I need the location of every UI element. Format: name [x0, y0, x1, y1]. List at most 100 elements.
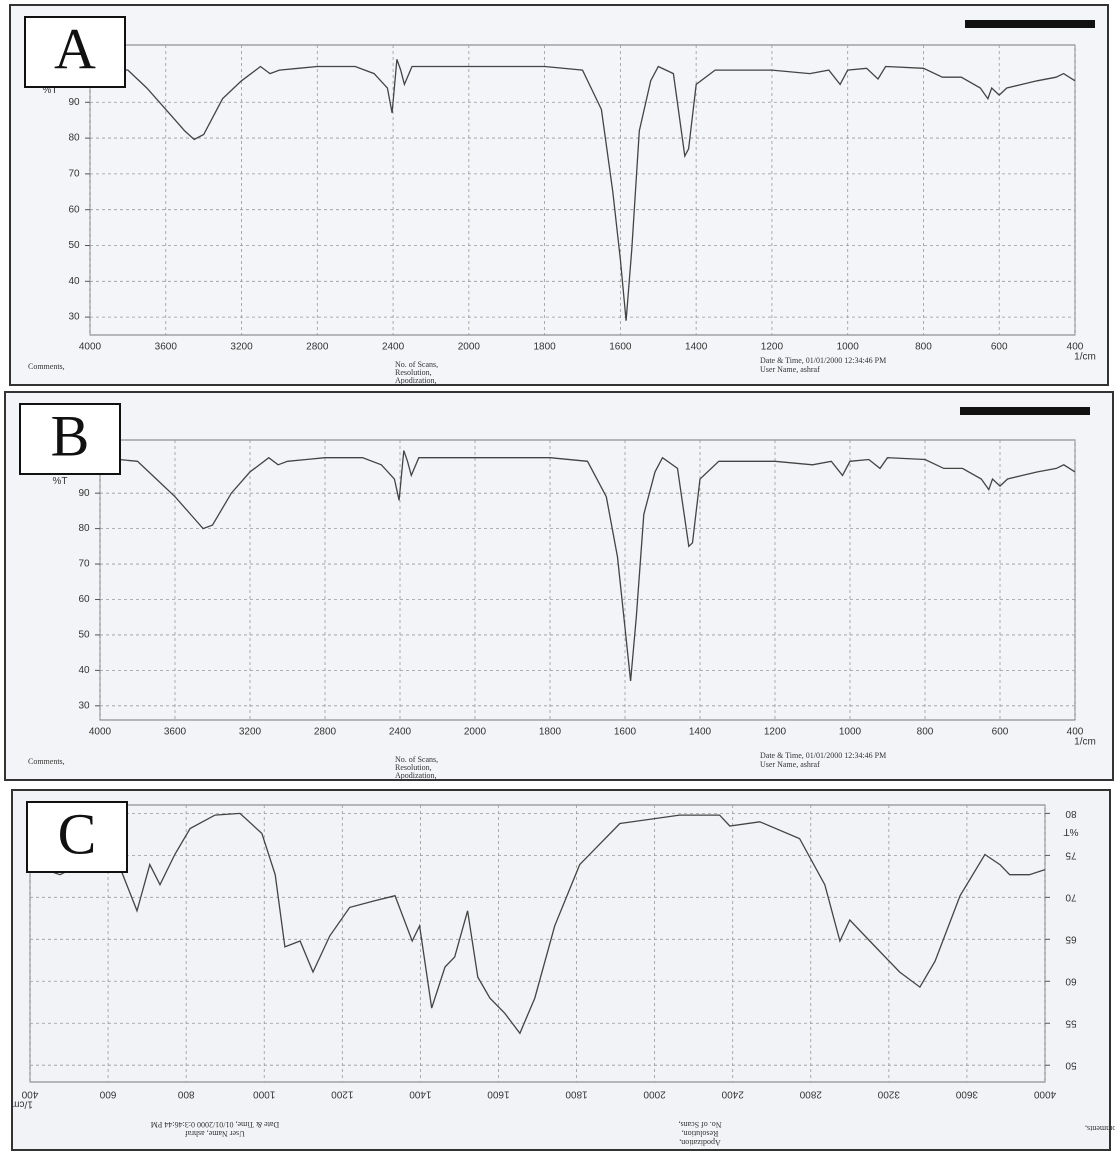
x-tick-label: 1400: [685, 342, 708, 353]
footer-note: Date & Time, 01/01/2000 0:3:46:44 PM: [151, 1120, 279, 1129]
y-tick-label: 80: [68, 133, 80, 144]
x-tick-label: 1800: [533, 342, 556, 353]
x-tick-label: 3600: [155, 342, 178, 353]
footer-note: User Name, ashraf: [760, 365, 820, 374]
footer-note: Date & Time, 01/01/2000 12:34:46 PM: [760, 356, 886, 365]
y-tick-label: 55: [1065, 1018, 1077, 1029]
x-tick-label: 800: [177, 1088, 194, 1099]
x-tick-label: 2800: [306, 342, 329, 353]
x-tick-label: 2800: [314, 727, 337, 738]
footer-note: Comments,: [28, 362, 65, 371]
y-tick-label: 80: [78, 523, 90, 534]
x-tick-label: 2400: [389, 727, 412, 738]
x-tick-label: 400: [1067, 727, 1084, 738]
x-tick-label: 4000: [1033, 1088, 1056, 1099]
footer-note: Apodization,: [395, 771, 437, 780]
x-tick-label: 600: [99, 1088, 116, 1099]
y-tick-label: 70: [68, 169, 80, 180]
x-tick-label: 1000: [837, 342, 860, 353]
x-axis-label: 1/cm: [11, 1098, 33, 1109]
y-tick-label: 90: [78, 488, 90, 499]
footer-note: Apodization,: [679, 1138, 721, 1147]
scale-bar: [965, 20, 1095, 28]
panel-label: A: [54, 16, 96, 81]
x-tick-label: 4000: [89, 727, 112, 738]
x-tick-label: 1000: [253, 1088, 276, 1099]
footer-note: No. of Scans,: [395, 755, 438, 764]
spectrum-line: [99, 450, 1076, 682]
footer-note: No. of Scans,: [395, 360, 438, 369]
x-tick-label: 2000: [464, 727, 487, 738]
x-tick-label: 600: [992, 727, 1009, 738]
x-tick-label: 1200: [761, 342, 784, 353]
panel-frame: [11, 789, 1111, 1151]
panel-label-box: [24, 16, 126, 88]
footer-note: Apodization,: [395, 376, 437, 385]
spectrum-line: [89, 59, 1076, 321]
x-tick-label: 1400: [409, 1088, 432, 1099]
footer-note: Date & Time, 01/01/2000 12:34:46 PM: [760, 751, 886, 760]
footer-note: No. of Scans,: [678, 1120, 721, 1129]
footer-note: Comments,: [1085, 1124, 1115, 1133]
panel: 400 600 800 1000 1200 1400 1600 1800 2000 2400 280…: [11, 789, 1115, 1151]
y-tick-label: 30: [78, 700, 90, 711]
y-tick-label: 50: [68, 240, 80, 251]
panel-label-box: [19, 403, 121, 475]
panel: 4000 3600 3200 2800 2400 2000 1800 1600 1400 1200…: [4, 391, 1114, 781]
x-tick-label: 1400: [689, 727, 712, 738]
x-tick-label: 800: [915, 342, 932, 353]
y-tick-label: 50: [1065, 1060, 1077, 1071]
x-tick-label: 2000: [643, 1088, 666, 1099]
y-tick-label: 40: [68, 276, 80, 287]
x-tick-label: 600: [991, 342, 1008, 353]
footer-note: User Name, ashraf: [185, 1129, 245, 1138]
y-tick-label: 70: [1065, 892, 1077, 903]
x-tick-label: 400: [21, 1088, 38, 1099]
x-tick-label: 2000: [458, 342, 481, 353]
x-tick-label: 3600: [164, 727, 187, 738]
x-tick-label: 1800: [565, 1088, 588, 1099]
y-tick-label: 75: [1065, 850, 1077, 861]
spectrum-line: [29, 812, 1046, 1035]
footer-note: User Name, ashraf: [760, 760, 820, 769]
panel: 4000 3600 3200 2800 2400 2000 1800 1600 1400 1200…: [9, 4, 1109, 386]
x-tick-label: 1000: [839, 727, 862, 738]
x-tick-label: 2800: [799, 1088, 822, 1099]
y-tick-label: 70: [78, 559, 90, 570]
x-tick-label: 3200: [230, 342, 253, 353]
y-axis-label: %T: [1064, 826, 1079, 837]
panel-frame: [9, 4, 1109, 386]
footer-note: Resolution,: [682, 1129, 719, 1138]
y-tick-label: 65: [1065, 934, 1077, 945]
y-axis-label: %T: [53, 476, 68, 487]
x-axis-label: 1/cm: [1074, 737, 1096, 748]
footer-note: Resolution,: [395, 763, 432, 772]
x-tick-label: 800: [917, 727, 934, 738]
y-tick-label: 80: [1065, 808, 1077, 819]
x-tick-label: 2400: [721, 1088, 744, 1099]
y-tick-label: 60: [78, 594, 90, 605]
x-tick-label: 3200: [239, 727, 262, 738]
y-tick-label: 40: [78, 665, 90, 676]
x-tick-label: 3200: [877, 1088, 900, 1099]
x-tick-label: 400: [1067, 342, 1084, 353]
footer-note: Comments,: [28, 757, 65, 766]
panel-label: C: [58, 801, 97, 866]
panel-label-box: [26, 801, 128, 873]
x-tick-label: 1200: [331, 1088, 354, 1099]
y-tick-label: 30: [68, 312, 80, 323]
y-axis-label: %T: [43, 85, 58, 96]
panel-frame: [4, 391, 1114, 781]
y-tick-label: 60: [68, 204, 80, 215]
y-tick-label: 90: [68, 97, 80, 108]
x-tick-label: 1600: [609, 342, 632, 353]
y-tick-label: 60: [1065, 976, 1077, 987]
x-tick-label: 1200: [764, 727, 787, 738]
x-axis-label: 1/cm: [1074, 352, 1096, 363]
panel-label: B: [51, 403, 90, 468]
scale-bar: [960, 407, 1090, 415]
x-tick-label: 2400: [382, 342, 405, 353]
x-tick-label: 3600: [955, 1088, 978, 1099]
y-tick-label: 50: [78, 630, 90, 641]
